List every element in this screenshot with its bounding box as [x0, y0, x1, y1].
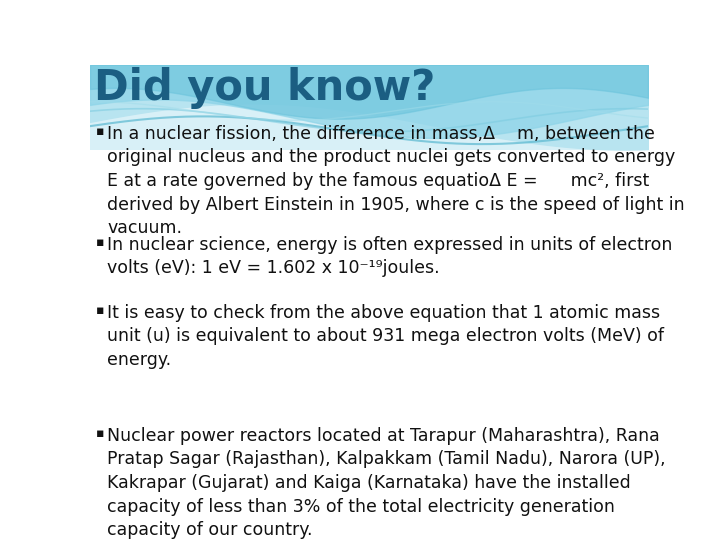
Text: Did you know?: Did you know? — [94, 67, 436, 109]
Text: ▪: ▪ — [96, 303, 104, 316]
Text: Nuclear power reactors located at Tarapur (Maharashtra), Rana
Pratap Sagar (Raja: Nuclear power reactors located at Tarapu… — [107, 427, 666, 539]
Text: It is easy to check from the above equation that 1 atomic mass
unit (u) is equiv: It is easy to check from the above equat… — [107, 303, 664, 369]
Text: ▪: ▪ — [96, 125, 104, 138]
FancyBboxPatch shape — [90, 65, 648, 150]
Text: In nuclear science, energy is often expressed in units of electron
volts (eV): 1: In nuclear science, energy is often expr… — [107, 236, 672, 278]
Text: In a nuclear fission, the difference in mass,Δ    m, between the
original nucleu: In a nuclear fission, the difference in … — [107, 125, 685, 237]
Text: ▪: ▪ — [96, 236, 104, 249]
Text: ▪: ▪ — [96, 427, 104, 440]
